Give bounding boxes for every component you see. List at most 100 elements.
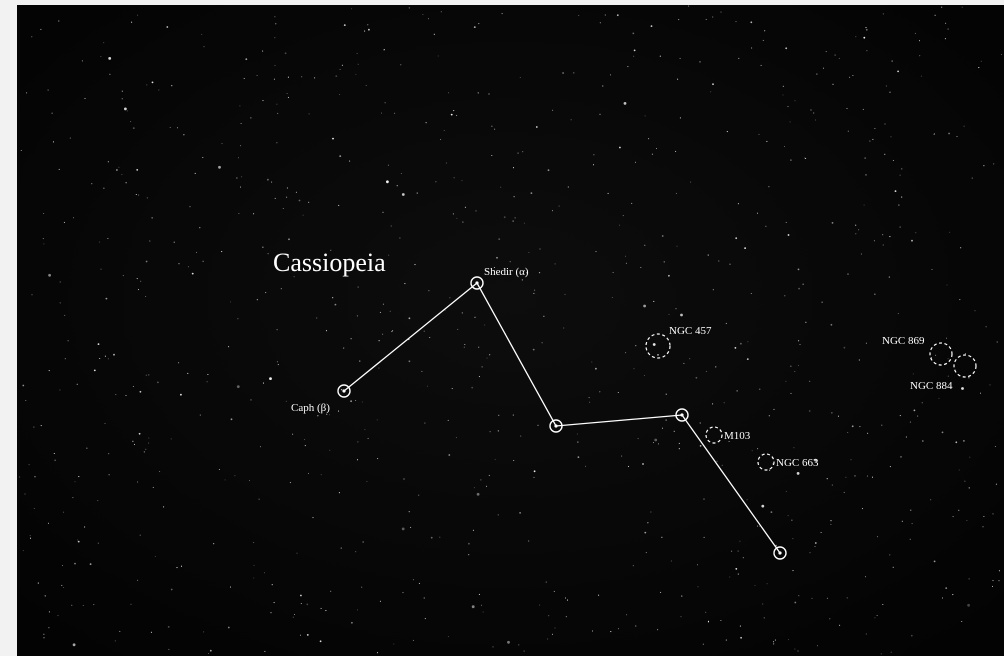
background-star — [136, 278, 138, 280]
background-star — [934, 14, 936, 16]
background-star — [227, 626, 230, 629]
background-star — [456, 114, 458, 117]
background-star — [47, 522, 50, 524]
background-star — [105, 297, 108, 300]
background-star — [218, 165, 221, 169]
background-star — [401, 527, 405, 531]
background-star — [382, 333, 384, 335]
background-star — [448, 454, 451, 456]
background-star — [979, 392, 982, 394]
cluster-ring — [929, 342, 953, 366]
background-star — [591, 361, 593, 363]
background-star — [882, 13, 884, 15]
background-star — [478, 376, 480, 378]
background-star — [989, 384, 991, 386]
background-star — [330, 249, 332, 251]
background-star — [633, 49, 636, 52]
background-star — [337, 410, 340, 412]
background-star — [173, 241, 175, 243]
background-star — [481, 366, 483, 368]
background-star — [635, 345, 637, 347]
background-star — [48, 611, 50, 613]
background-star — [443, 129, 445, 132]
background-star — [631, 202, 633, 204]
background-star — [512, 167, 515, 169]
background-star — [974, 310, 976, 312]
background-star — [237, 318, 239, 320]
background-star — [565, 616, 567, 618]
background-star — [738, 57, 740, 59]
background-star — [900, 456, 902, 458]
background-star — [22, 550, 24, 552]
background-star — [517, 152, 519, 155]
background-star — [396, 185, 398, 187]
background-star — [946, 284, 948, 286]
background-star — [500, 186, 502, 188]
background-star — [468, 554, 470, 556]
background-star — [588, 397, 590, 399]
background-star — [933, 560, 936, 563]
background-star — [146, 197, 148, 199]
background-star — [28, 464, 30, 466]
background-star — [43, 633, 45, 635]
background-star — [650, 25, 653, 27]
background-star — [484, 324, 486, 326]
background-star — [151, 81, 154, 84]
background-star — [47, 89, 49, 91]
background-star — [33, 507, 35, 510]
background-star — [645, 552, 647, 554]
background-star — [673, 332, 675, 335]
background-star — [356, 315, 358, 317]
background-star — [992, 513, 994, 515]
background-star — [616, 14, 619, 17]
background-star — [966, 519, 968, 522]
background-star — [785, 380, 787, 382]
background-star — [389, 310, 391, 312]
background-star — [326, 413, 328, 415]
background-star — [805, 321, 807, 323]
background-star — [993, 163, 995, 165]
background-star — [917, 415, 919, 417]
background-star — [304, 445, 306, 447]
background-star — [203, 46, 205, 48]
background-star — [941, 6, 943, 8]
background-star — [489, 354, 491, 356]
background-star — [846, 107, 848, 110]
background-star — [382, 211, 384, 213]
background-star — [494, 128, 496, 130]
background-star — [121, 90, 123, 92]
background-star — [651, 153, 653, 155]
background-star — [386, 180, 389, 184]
background-star — [604, 14, 606, 16]
background-star — [538, 272, 540, 274]
background-star — [847, 431, 849, 434]
background-star — [523, 650, 525, 652]
background-star — [514, 217, 516, 219]
background-star — [274, 37, 276, 39]
background-star — [995, 483, 997, 485]
background-star — [121, 173, 123, 176]
background-star — [267, 253, 269, 255]
background-star — [543, 315, 545, 317]
background-star — [367, 24, 369, 26]
background-star — [852, 74, 854, 77]
background-star — [452, 213, 454, 215]
background-star — [58, 168, 60, 170]
background-star — [140, 280, 142, 282]
background-star — [729, 263, 731, 265]
cluster-label: NGC 663 — [776, 457, 819, 469]
background-star — [253, 542, 255, 544]
background-star — [100, 268, 102, 270]
background-star — [859, 426, 861, 428]
background-star — [677, 78, 679, 80]
background-star — [897, 70, 899, 73]
background-star — [269, 377, 272, 380]
background-star — [435, 181, 437, 183]
background-star — [956, 136, 958, 138]
background-star — [108, 474, 110, 476]
background-star — [201, 33, 203, 35]
background-star — [139, 390, 142, 393]
background-star — [362, 541, 364, 543]
cluster-label: M103 — [724, 430, 751, 442]
background-star — [880, 653, 882, 655]
